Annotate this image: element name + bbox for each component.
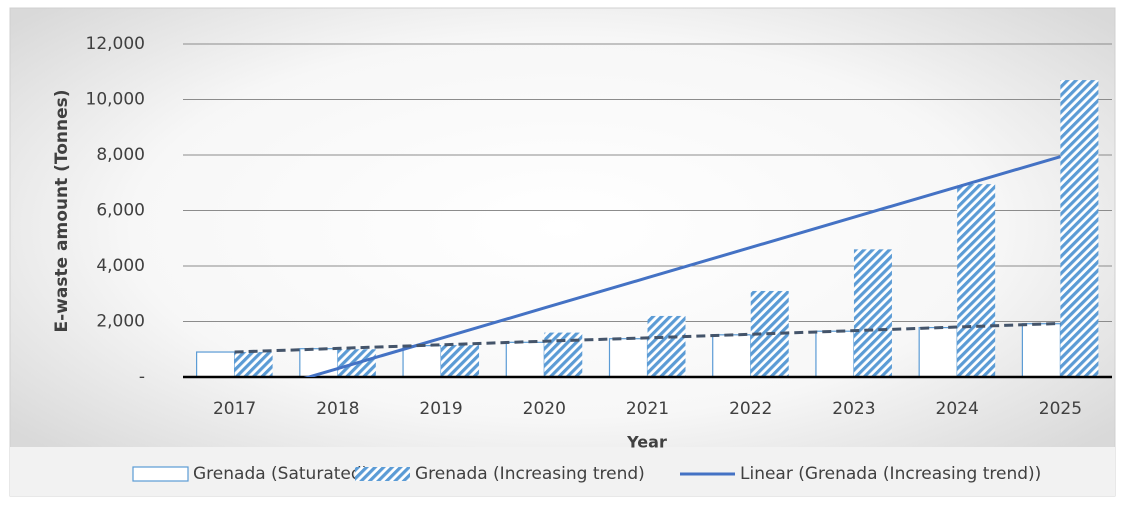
y-axis-title: E-waste amount (Tonnes) (52, 89, 72, 332)
bar (647, 315, 686, 377)
bar (957, 184, 996, 377)
y-tick-label: 10,000 (86, 90, 145, 110)
y-tick-label: - (139, 367, 145, 387)
y-tick-label: 12,000 (86, 34, 145, 54)
bar (712, 334, 752, 378)
y-tick-label: 2,000 (96, 312, 145, 332)
legend-swatch (355, 467, 410, 481)
x-tick-label: 2021 (626, 399, 669, 419)
trend-lines (234, 155, 1061, 377)
y-tick-label: 4,000 (96, 256, 145, 276)
bar (234, 352, 273, 377)
x-axis-title: Year (626, 433, 667, 452)
legend-background (10, 447, 1115, 496)
trend-line (303, 155, 1061, 377)
trend-line (234, 321, 1061, 354)
bar (402, 345, 442, 378)
legend-label: Grenada (Saturated) (193, 464, 368, 484)
legend-label: Linear (Grenada (Increasing trend)) (740, 464, 1041, 484)
bar (815, 330, 855, 378)
legend-swatch (132, 466, 189, 482)
bar (608, 338, 649, 378)
chart-background (9, 7, 1116, 497)
x-tick-label: 2018 (316, 399, 359, 419)
bar (853, 249, 892, 377)
bar (1060, 80, 1099, 377)
legend-label: Grenada (Increasing trend) (415, 464, 645, 484)
bar (1021, 323, 1061, 378)
x-tick-label: 2022 (729, 399, 772, 419)
x-tick-label: 2024 (936, 399, 979, 419)
bar (441, 345, 480, 377)
x-tick-label: 2019 (419, 399, 462, 419)
x-tick-label: 2020 (523, 399, 566, 419)
bar (196, 351, 236, 378)
y-tick-label: 8,000 (96, 145, 145, 165)
bar (505, 341, 545, 378)
x-tick-label: 2023 (832, 399, 875, 419)
bar (918, 327, 958, 378)
y-tick-label: 6,000 (96, 201, 145, 221)
x-tick-label: 2017 (213, 399, 256, 419)
x-tick-label: 2025 (1039, 399, 1082, 419)
